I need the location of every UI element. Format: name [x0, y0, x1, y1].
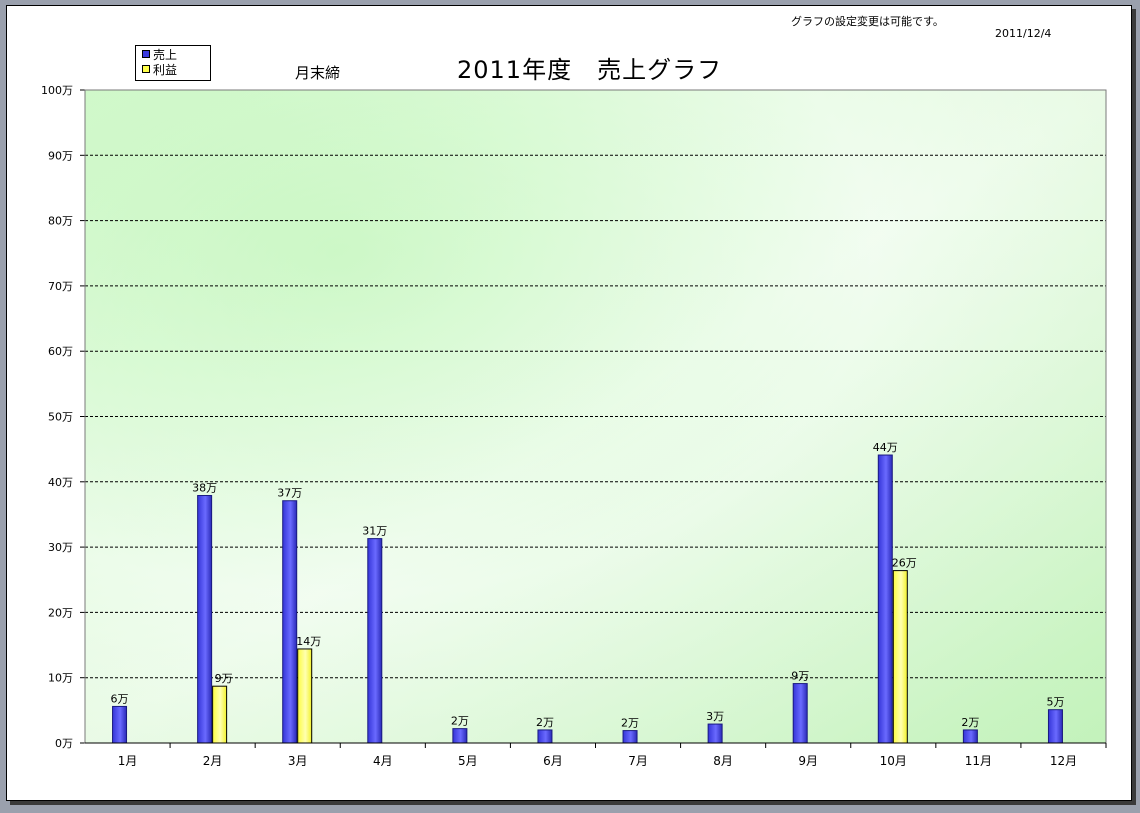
- profit-bar: [297, 648, 313, 744]
- sales-bar: [707, 723, 723, 744]
- sales-data-label: 38万: [192, 482, 217, 495]
- x-tick-label: 1月: [118, 754, 138, 768]
- chart-title: 2011年度 売上グラフ: [457, 56, 723, 84]
- sales-data-label: 6万: [111, 692, 129, 705]
- sales-data-label: 2万: [961, 716, 979, 729]
- sales-bar: [792, 683, 808, 744]
- sales-data-label: 37万: [277, 487, 302, 500]
- x-tick-label: 8月: [713, 754, 733, 768]
- sales-bar: [622, 730, 638, 744]
- legend-label-sales: 売上: [153, 48, 178, 62]
- profit-bar: [892, 570, 908, 744]
- sales-bar: [367, 538, 383, 744]
- x-tick-label: 10月: [880, 754, 907, 768]
- sales-data-label: 9万: [791, 670, 809, 683]
- y-tick-label: 60万: [48, 345, 73, 358]
- legend-item-profit: 利益: [142, 63, 177, 78]
- profit-data-label: 9万: [215, 672, 233, 685]
- y-tick-label: 90万: [48, 149, 73, 162]
- sales-data-label: 5万: [1046, 696, 1064, 709]
- y-tick-label: 10万: [48, 672, 73, 685]
- y-tick-label: 20万: [48, 606, 73, 619]
- x-tick-label: 2月: [203, 754, 223, 768]
- sales-data-label: 31万: [362, 525, 387, 538]
- sales-data-label: 44万: [873, 441, 898, 454]
- chart-subtitle: 月末締: [295, 64, 341, 82]
- x-tick-label: 9月: [798, 754, 818, 768]
- legend-swatch-sales: [142, 50, 150, 58]
- x-tick-label: 4月: [373, 754, 393, 768]
- y-tick-label: 30万: [48, 541, 73, 554]
- sales-bar: [112, 705, 128, 744]
- bar-chart[interactable]: 0万 10万 20万 30万 40万 50万 60万 70万 80万 90万 100万 1月 6万 2月 3…: [7, 6, 1131, 800]
- x-tick-label: 12月: [1050, 754, 1077, 768]
- sales-bar: [452, 728, 468, 744]
- sales-data-label: 3万: [706, 710, 724, 723]
- settings-note: グラフの設定変更は可能です。: [791, 15, 944, 28]
- sales-data-label: 2万: [536, 716, 554, 729]
- legend-label-profit: 利益: [153, 63, 178, 77]
- y-tick-label: 100万: [41, 84, 73, 97]
- y-tick-label: 50万: [48, 411, 73, 424]
- legend-item-sales: 売上: [142, 48, 177, 63]
- sales-data-label: 2万: [621, 717, 639, 730]
- sales-bar: [877, 454, 893, 744]
- sales-bar: [537, 729, 553, 744]
- sales-bar: [962, 729, 978, 744]
- y-tick-label: 70万: [48, 280, 73, 293]
- x-tick-label: 7月: [628, 754, 648, 768]
- x-tick-label: 6月: [543, 754, 563, 768]
- profit-data-label: 26万: [892, 557, 917, 570]
- sales-data-label: 2万: [451, 715, 469, 728]
- x-tick-label: 11月: [965, 754, 992, 768]
- legend-swatch-profit: [142, 65, 150, 73]
- sales-bar: [1047, 709, 1063, 744]
- y-tick-label: 40万: [48, 476, 73, 489]
- y-tick-label: 80万: [48, 215, 73, 228]
- chart-date: 2011/12/4: [995, 27, 1052, 40]
- x-tick-label: 5月: [458, 754, 478, 768]
- profit-bar: [212, 685, 228, 744]
- chart-sheet: グラフの設定変更は可能です。 2011/12/4 売上 利益 月末締 2011年…: [6, 5, 1132, 801]
- sales-bar: [197, 495, 213, 744]
- profit-data-label: 14万: [296, 635, 321, 648]
- y-tick-label: 0万: [55, 737, 73, 750]
- chart-legend[interactable]: 売上 利益: [135, 45, 211, 81]
- x-tick-label: 3月: [288, 754, 308, 768]
- sales-bar: [282, 500, 298, 744]
